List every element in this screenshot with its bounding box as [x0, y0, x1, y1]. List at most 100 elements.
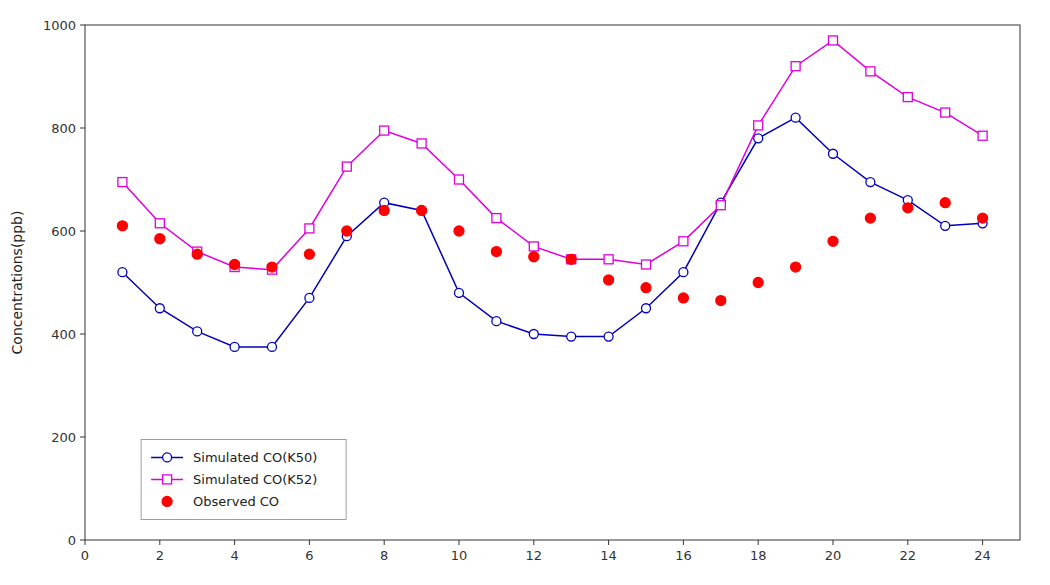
- point: [865, 213, 875, 223]
- x-tick: [907, 540, 908, 545]
- legend-label: Simulated CO(K52): [193, 472, 317, 487]
- x-tick: [608, 540, 609, 545]
- y-tick-label: 600: [51, 224, 76, 239]
- point: [828, 236, 838, 246]
- x-tick-label: 16: [675, 548, 692, 563]
- y-tick-label: 200: [51, 430, 76, 445]
- point: [604, 275, 614, 285]
- point: [230, 342, 239, 351]
- point: [155, 234, 165, 244]
- point: [791, 62, 800, 71]
- x-tick-label: 0: [81, 548, 89, 563]
- y-tick-label: 0: [68, 533, 76, 548]
- x-tick-label: 6: [305, 548, 313, 563]
- chart: 02468101214161820222402004006008001000Co…: [0, 0, 1050, 585]
- x-tick-label: 2: [156, 548, 164, 563]
- point: [567, 255, 576, 264]
- point: [342, 162, 351, 171]
- point: [642, 304, 651, 313]
- series: [117, 198, 987, 306]
- y-axis-label: Concentrations(ppb): [9, 211, 25, 355]
- point: [642, 260, 651, 269]
- point: [716, 296, 726, 306]
- x-tick: [758, 540, 759, 545]
- x-tick: [85, 540, 86, 545]
- point: [455, 175, 464, 184]
- series: [118, 113, 987, 351]
- x-tick: [384, 540, 385, 545]
- point: [940, 198, 950, 208]
- point: [679, 237, 688, 246]
- point: [754, 121, 763, 130]
- background: [0, 0, 1050, 585]
- y-tick-label: 400: [51, 327, 76, 342]
- line: [122, 118, 982, 347]
- x-tick-label: 12: [526, 548, 543, 563]
- y-tick: [80, 231, 85, 232]
- legend-box: [141, 439, 346, 519]
- x-tick-label: 8: [380, 548, 388, 563]
- point: [604, 332, 613, 341]
- point: [267, 262, 277, 272]
- point: [903, 203, 913, 213]
- point: [455, 288, 464, 297]
- x-tick: [833, 540, 834, 545]
- axes: 02468101214161820222402004006008001000: [43, 18, 1020, 564]
- point: [678, 293, 688, 303]
- point: [566, 254, 576, 264]
- point: [567, 332, 576, 341]
- point: [491, 247, 501, 257]
- point: [155, 304, 164, 313]
- x-tick: [159, 540, 160, 545]
- point: [492, 214, 501, 223]
- x-tick: [533, 540, 534, 545]
- legend-label: Simulated CO(K50): [193, 450, 317, 465]
- legend-label: Observed CO: [193, 494, 279, 509]
- x-tick: [683, 540, 684, 545]
- legend: Simulated CO(K50) Simulated CO(K52) Observ…: [141, 439, 346, 519]
- x-tick-label: 10: [451, 548, 468, 563]
- point: [941, 108, 950, 117]
- point: [454, 226, 464, 236]
- point: [679, 268, 688, 277]
- point: [978, 213, 988, 223]
- point: [492, 317, 501, 326]
- point: [754, 134, 763, 143]
- point: [529, 330, 538, 339]
- point: [155, 219, 164, 228]
- y-tick: [80, 437, 85, 438]
- legend-marker: [163, 475, 172, 484]
- x-tick-label: 20: [825, 548, 842, 563]
- point: [529, 252, 539, 262]
- data: [117, 36, 987, 351]
- x-tick: [982, 540, 983, 545]
- point: [417, 139, 426, 148]
- point: [829, 149, 838, 158]
- point: [380, 126, 389, 135]
- x-tick-label: 22: [900, 548, 917, 563]
- line: [122, 40, 982, 269]
- y-tick: [80, 128, 85, 129]
- y-tick: [80, 540, 85, 541]
- point: [866, 178, 875, 187]
- point: [641, 283, 651, 293]
- x-tick: [309, 540, 310, 545]
- legend-marker: [163, 453, 172, 462]
- x-tick: [459, 540, 460, 545]
- point: [192, 249, 202, 259]
- point: [230, 259, 240, 269]
- y-tick: [80, 25, 85, 26]
- y-tick: [80, 334, 85, 335]
- point: [604, 255, 613, 264]
- y-tick-label: 1000: [43, 18, 76, 33]
- point: [753, 278, 763, 288]
- point: [978, 131, 987, 140]
- point: [791, 262, 801, 272]
- x-tick: [234, 540, 235, 545]
- x-tick-label: 24: [974, 548, 991, 563]
- point: [903, 93, 912, 102]
- point: [117, 221, 127, 231]
- x-tick-label: 4: [230, 548, 238, 563]
- point: [866, 67, 875, 76]
- x-tick-label: 14: [600, 548, 617, 563]
